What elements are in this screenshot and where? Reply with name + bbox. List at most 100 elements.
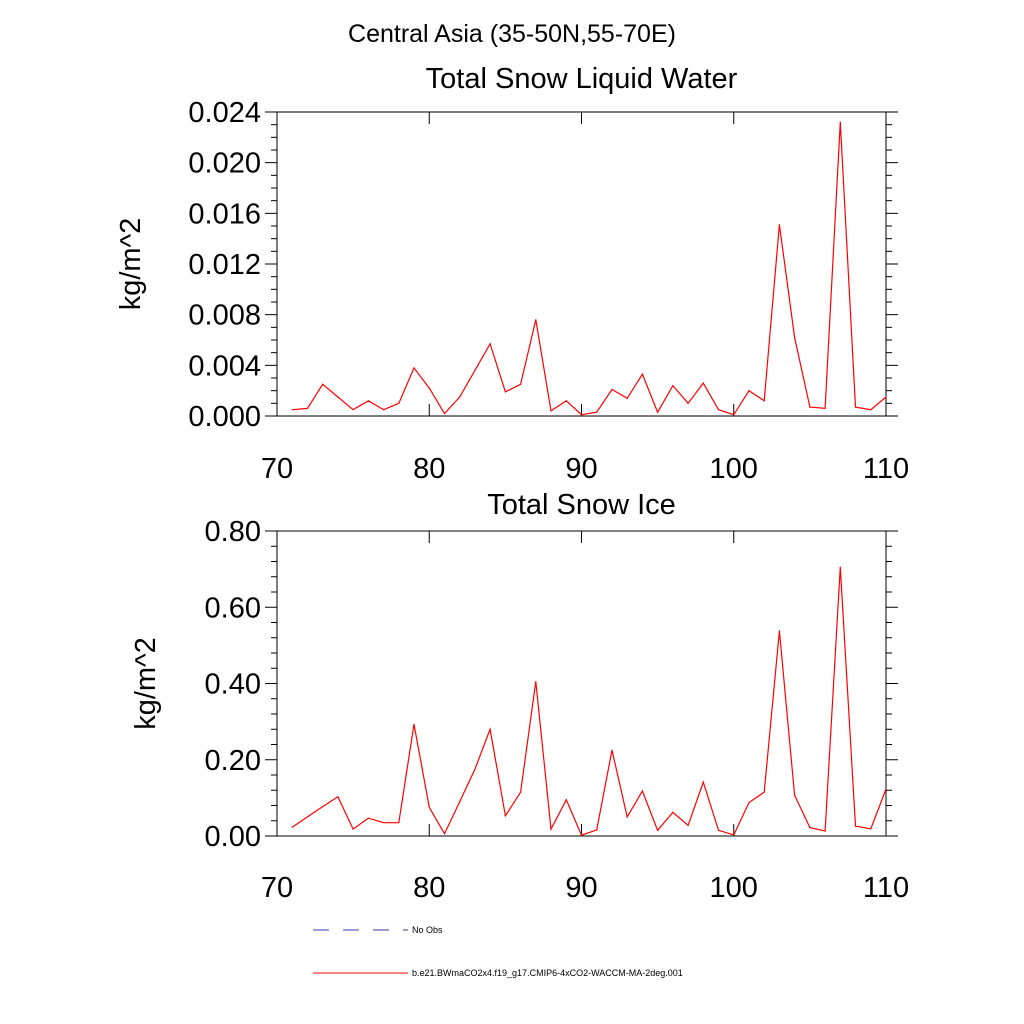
data-point xyxy=(535,680,537,683)
data-point xyxy=(672,385,674,387)
data-point xyxy=(337,396,339,398)
data-point xyxy=(306,816,309,818)
data-point xyxy=(748,390,750,392)
data-point xyxy=(839,121,841,123)
series-line xyxy=(292,122,887,416)
y-tick-label: 0.016 xyxy=(188,198,261,230)
data-point xyxy=(854,825,857,827)
data-point xyxy=(702,781,704,783)
data-point xyxy=(520,383,522,385)
data-point xyxy=(717,829,720,831)
data-point xyxy=(885,788,887,790)
data-point xyxy=(824,407,826,409)
y-tick-label: 0.008 xyxy=(188,300,261,332)
data-point xyxy=(641,373,644,375)
x-tick-label: 90 xyxy=(565,872,597,904)
data-point xyxy=(657,829,659,831)
legend-obs-label: No Obs xyxy=(412,925,443,935)
data-point xyxy=(733,834,735,836)
data-point xyxy=(657,411,659,413)
legend-model-label: b.e21.BWmaCO2x4.f19_g17.CMIP6-4xCO2-WACC… xyxy=(412,968,683,978)
x-tick-label: 90 xyxy=(565,453,597,485)
data-point xyxy=(763,791,765,793)
data-point xyxy=(474,369,476,371)
data-point xyxy=(778,630,781,632)
data-point xyxy=(870,409,872,411)
y-tick-label: 0.40 xyxy=(205,669,261,701)
data-point xyxy=(459,396,461,398)
data-point xyxy=(474,768,476,770)
data-point xyxy=(504,391,506,393)
x-tick-label: 110 xyxy=(863,872,909,904)
data-point xyxy=(687,402,689,404)
panel-snow-ice: Total Snow Ice 70 80 90 100 110 0.00 0.20 0.40 0.… xyxy=(130,489,909,904)
data-point xyxy=(413,367,415,369)
x-tick-label: 110 xyxy=(863,453,909,485)
data-point xyxy=(854,406,857,408)
data-point xyxy=(809,827,811,829)
data-point xyxy=(443,833,446,835)
series-line xyxy=(291,567,887,836)
data-point xyxy=(596,411,598,413)
x-tick-label: 70 xyxy=(261,453,293,485)
panel-title: Total Snow Liquid Water xyxy=(426,63,738,95)
data-point xyxy=(596,829,598,831)
data-point xyxy=(702,382,704,384)
data-point xyxy=(352,828,354,830)
data-point xyxy=(367,817,369,819)
data-point xyxy=(672,811,674,813)
data-point xyxy=(580,834,583,836)
data-point xyxy=(382,822,385,824)
x-tick-label: 70 xyxy=(261,872,293,904)
x-tick-label: 80 xyxy=(413,453,445,485)
x-tick-label: 100 xyxy=(710,872,758,904)
y-tick-label: 0.00 xyxy=(205,821,261,853)
y-axis-label: kg/m^2 xyxy=(115,218,147,311)
data-point xyxy=(794,336,796,339)
data-point xyxy=(778,224,781,226)
y-tick-label: 0.20 xyxy=(205,745,261,777)
x-tick-label: 100 xyxy=(710,453,758,485)
figure-suptitle: Central Asia (35-50N,55-70E) xyxy=(348,20,676,48)
data-point xyxy=(489,343,491,345)
data-point xyxy=(398,822,400,824)
y-tick-label: 0.60 xyxy=(205,592,261,624)
data-point xyxy=(413,723,415,725)
data-point xyxy=(291,826,293,828)
data-point xyxy=(885,396,887,398)
data-point xyxy=(687,824,689,826)
data-point xyxy=(626,816,628,818)
x-tick-label: 80 xyxy=(413,872,445,904)
data-point xyxy=(794,794,796,796)
data-point xyxy=(322,383,324,385)
data-point xyxy=(839,566,841,568)
data-point xyxy=(824,830,826,832)
data-point xyxy=(367,400,369,402)
panel-snow-liquid-water: Total Snow Liquid Water 70 80 90 100 110 0.000… xyxy=(115,63,909,485)
data-point xyxy=(382,409,385,411)
data-point xyxy=(748,801,750,804)
data-point xyxy=(550,410,552,412)
data-point xyxy=(870,828,872,830)
plot-frame xyxy=(276,111,887,417)
y-tick-label: 0.000 xyxy=(188,401,261,433)
data-point xyxy=(565,400,567,402)
data-point xyxy=(733,414,735,416)
data-point xyxy=(611,388,613,390)
y-axis-label: kg/m^2 xyxy=(130,637,162,730)
data-point xyxy=(428,387,430,389)
data-point xyxy=(291,409,293,411)
data-point xyxy=(337,796,339,798)
y-tick-label: 0.80 xyxy=(205,516,261,548)
data-point xyxy=(717,409,720,411)
data-point xyxy=(428,806,430,809)
data-point xyxy=(443,412,446,415)
y-tick-label: 0.024 xyxy=(188,97,261,129)
y-tick-label: 0.012 xyxy=(188,249,261,281)
data-point xyxy=(641,790,644,792)
y-tick-label: 0.020 xyxy=(188,148,261,180)
data-point xyxy=(535,319,537,321)
data-point xyxy=(398,402,400,404)
data-point xyxy=(352,409,354,411)
data-point xyxy=(809,406,811,408)
